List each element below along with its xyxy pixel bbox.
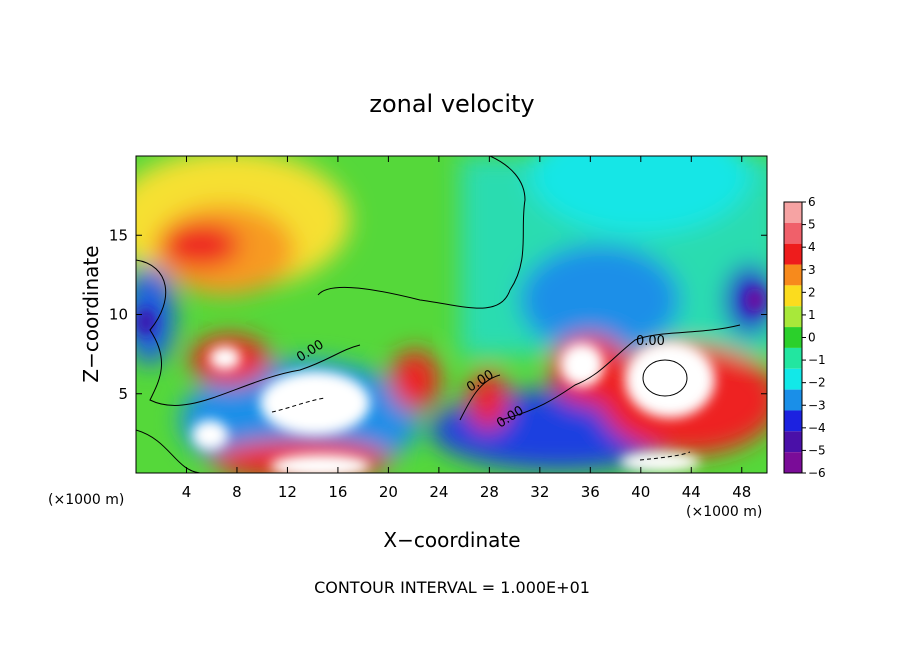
colorbar-label: 0 bbox=[808, 331, 816, 345]
x-tick-label: 4 bbox=[182, 483, 192, 501]
chart-title: zonal velocity bbox=[369, 90, 534, 118]
x-unit-left: (×1000 m) bbox=[48, 492, 124, 508]
colorbar-swatch bbox=[784, 347, 802, 369]
contour-label: 0.00 bbox=[636, 334, 665, 349]
colorbar-swatch bbox=[784, 285, 802, 307]
colorbar-label: −4 bbox=[808, 421, 826, 435]
colorbar-label: −6 bbox=[808, 466, 826, 480]
colorbar-label: 2 bbox=[808, 285, 816, 299]
colorbar-swatch bbox=[784, 368, 802, 390]
heatmap-field bbox=[136, 156, 767, 473]
x-tick-label: 12 bbox=[278, 483, 297, 501]
colorbar-swatch bbox=[784, 243, 802, 265]
colorbar-label: 1 bbox=[808, 308, 816, 322]
y-axis-label: Z−coordinate bbox=[79, 245, 103, 382]
colorbar-label: 5 bbox=[808, 218, 816, 232]
colorbar-label: −2 bbox=[808, 376, 826, 390]
colorbar-label: 4 bbox=[808, 240, 816, 254]
x-tick-label: 44 bbox=[682, 483, 701, 501]
colorbar-label: 6 bbox=[808, 195, 816, 209]
colorbar-swatch bbox=[784, 202, 802, 223]
x-unit-right: (×1000 m) bbox=[686, 504, 762, 520]
y-tick-label: 10 bbox=[109, 306, 128, 324]
colorbar-swatch bbox=[784, 431, 802, 453]
colorbar-swatch bbox=[784, 264, 802, 286]
x-tick-label: 36 bbox=[581, 483, 600, 501]
x-tick-label: 48 bbox=[732, 483, 751, 501]
colorbar-swatch bbox=[784, 306, 802, 328]
colorbar-swatch bbox=[784, 410, 802, 432]
x-tick-label: 40 bbox=[631, 483, 650, 501]
x-tick-label: 20 bbox=[379, 483, 398, 501]
colorbar-label: 3 bbox=[808, 263, 816, 277]
colorbar-swatch bbox=[784, 327, 802, 348]
colorbar-swatch bbox=[784, 452, 802, 473]
y-axis: 5 10 15 bbox=[109, 226, 767, 403]
colorbar-swatch bbox=[784, 389, 802, 411]
x-tick-label: 8 bbox=[232, 483, 242, 501]
colorbar-label: −5 bbox=[808, 443, 826, 457]
y-tick-label: 15 bbox=[109, 226, 128, 244]
colorbar-label: −3 bbox=[808, 398, 826, 412]
colorbar-label: −1 bbox=[808, 353, 826, 367]
x-axis: 4 8 12 16 20 24 28 32 36 40 44 48 bbox=[182, 156, 751, 501]
x-tick-label: 24 bbox=[429, 483, 448, 501]
x-axis-label: X−coordinate bbox=[383, 528, 520, 552]
x-tick-label: 28 bbox=[480, 483, 499, 501]
x-tick-label: 16 bbox=[328, 483, 347, 501]
colorbar: 6 5 4 3 2 1 0 −1 −2 −3 −4 −5 −6 bbox=[783, 195, 826, 480]
y-tick-label: 5 bbox=[118, 385, 128, 403]
contour-interval-note: CONTOUR INTERVAL = 1.000E+01 bbox=[314, 578, 590, 597]
colorbar-swatch bbox=[784, 222, 802, 244]
x-tick-label: 32 bbox=[530, 483, 549, 501]
